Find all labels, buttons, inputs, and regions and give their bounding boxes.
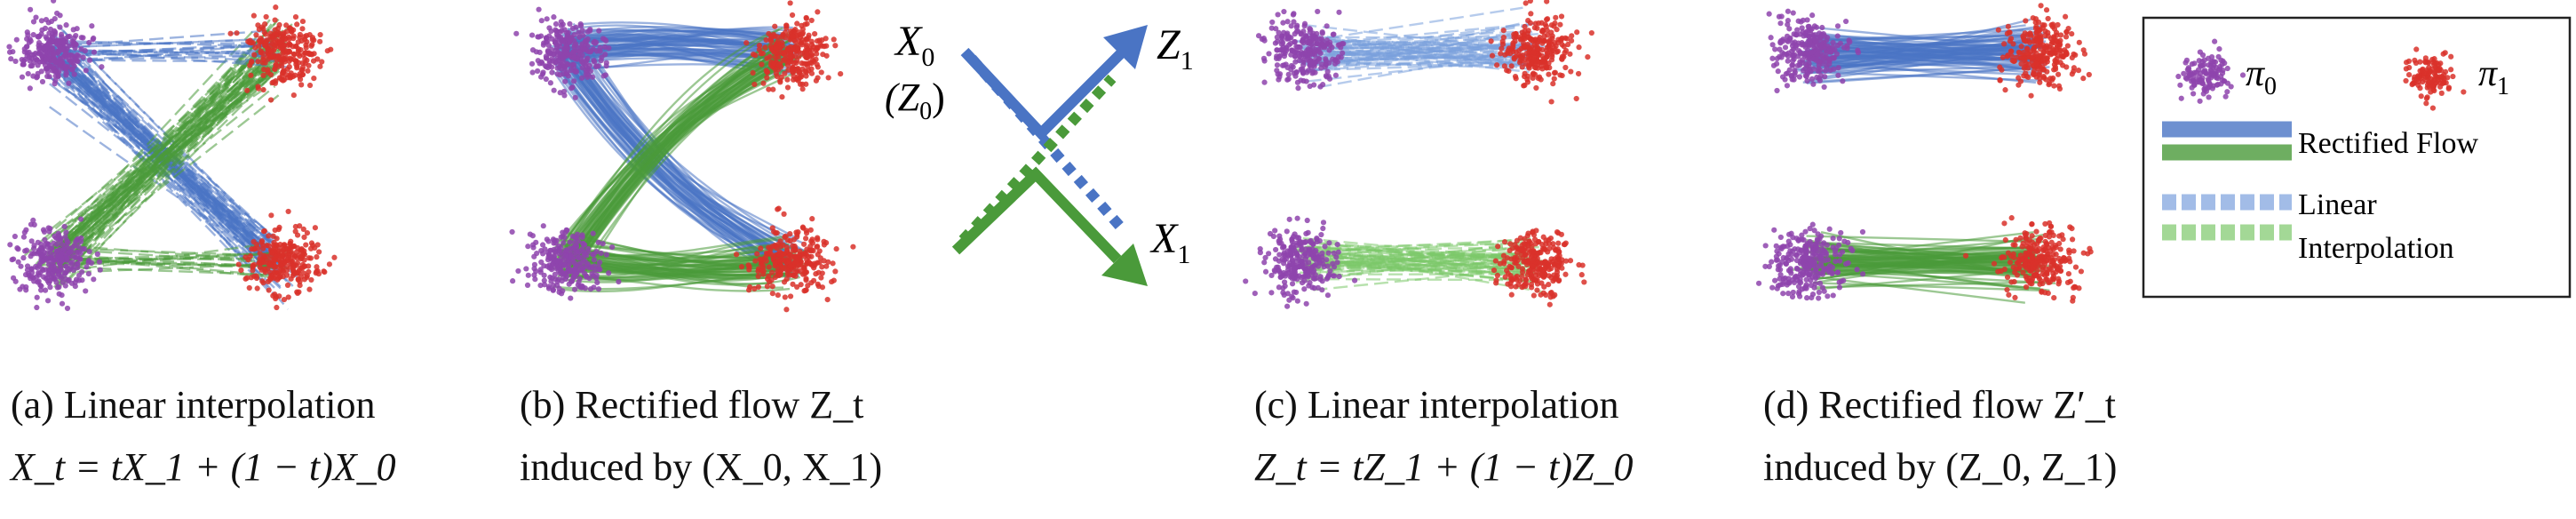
caption-a-line2: X_t = tX_1 + (1 − t)X_0 [11,445,396,489]
panel-c-pi1-top [1488,0,1594,105]
caption-a-line1: (a) Linear interpolation [11,383,376,427]
panel-d-pi1-top [1995,3,2092,99]
legend-linear-label: Linear [2298,188,2377,221]
caption-d: (d) Rectified flow Z′_t induced by (Z_0,… [1763,382,2117,491]
panel-b-pi0-bottom [509,223,622,301]
label-z1: Z1 [1157,21,1194,76]
panel-b-pi0-top [513,6,612,100]
panel-a-pi1-bottom [235,208,338,311]
legend-line-swatches [2162,121,2292,241]
caption-b-line2: induced by (X_0, X_1) [520,445,883,489]
panel-c-pi0-top [1255,8,1347,92]
panel-d-pi1-bottom [1962,215,2094,304]
panel-b-pi1-top [743,0,844,100]
panel-c-green-lines [1292,236,1545,293]
caption-b-line1: (b) Rectified flow Z_t [520,383,864,427]
caption-c-line1: (c) Linear interpolation [1254,383,1619,427]
legend-rectified-label: Rectified Flow [2298,127,2478,160]
panel-b-pi1-bottom [733,205,856,313]
caption-b: (b) Rectified flow Z_t induced by (X_0, … [520,382,882,491]
legend-interpolation-label: Interpolation [2298,232,2454,265]
panel-a-green-bottom-lines [42,243,294,280]
legend-pi1-marker [2403,46,2467,111]
legend-markers [2175,38,2467,111]
label-z0: (Z0) [885,76,945,125]
arrow-green-head [1101,244,1148,286]
legend-pi0: π0 [2246,53,2277,100]
panel-b-rectified-flow [509,0,856,313]
caption-d-line1: (d) Rectified flow Z′_t [1763,383,2116,427]
label-x0: X0 [894,18,934,72]
panel-a-linear-interpolation [6,0,338,312]
panel-center-crossing-diagram [951,25,1148,286]
caption-a: (a) Linear interpolation X_t = tX_1 + (1… [11,382,396,491]
panel-d-rectified-flow [1755,3,2094,304]
panel-c-linear-interpolation [1243,0,1594,309]
arrow-green-solid [951,166,1122,264]
legend-pi1: π1 [2478,53,2509,100]
legend-pi0-marker [2175,38,2246,104]
caption-c-line2: Z_t = tZ_1 + (1 − t)Z_0 [1254,445,1634,489]
panel-a-blue-cross-lines [39,24,299,310]
panel-d-pi0-bottom [1755,221,1866,301]
panel-c-pi1-bottom [1491,228,1587,307]
panel-c-pi0-bottom [1243,215,1358,309]
panel-d-pi0-top [1766,8,1862,94]
panel-a-pi1-top [227,4,334,103]
dotted-green-diagonal [958,74,1117,244]
panel-a-pi0-bottom [7,216,103,312]
caption-c: (c) Linear interpolation Z_t = tZ_1 + (1… [1254,382,1633,491]
panel-a-pi0-top [6,0,105,92]
legend: π0 π1 Rectified Flow Linear Interpolatio… [2142,16,2572,299]
label-x1: X1 [1149,215,1190,269]
arrow-blue-head [1103,25,1148,69]
caption-d-line2: induced by (Z_0, Z_1) [1763,445,2118,489]
